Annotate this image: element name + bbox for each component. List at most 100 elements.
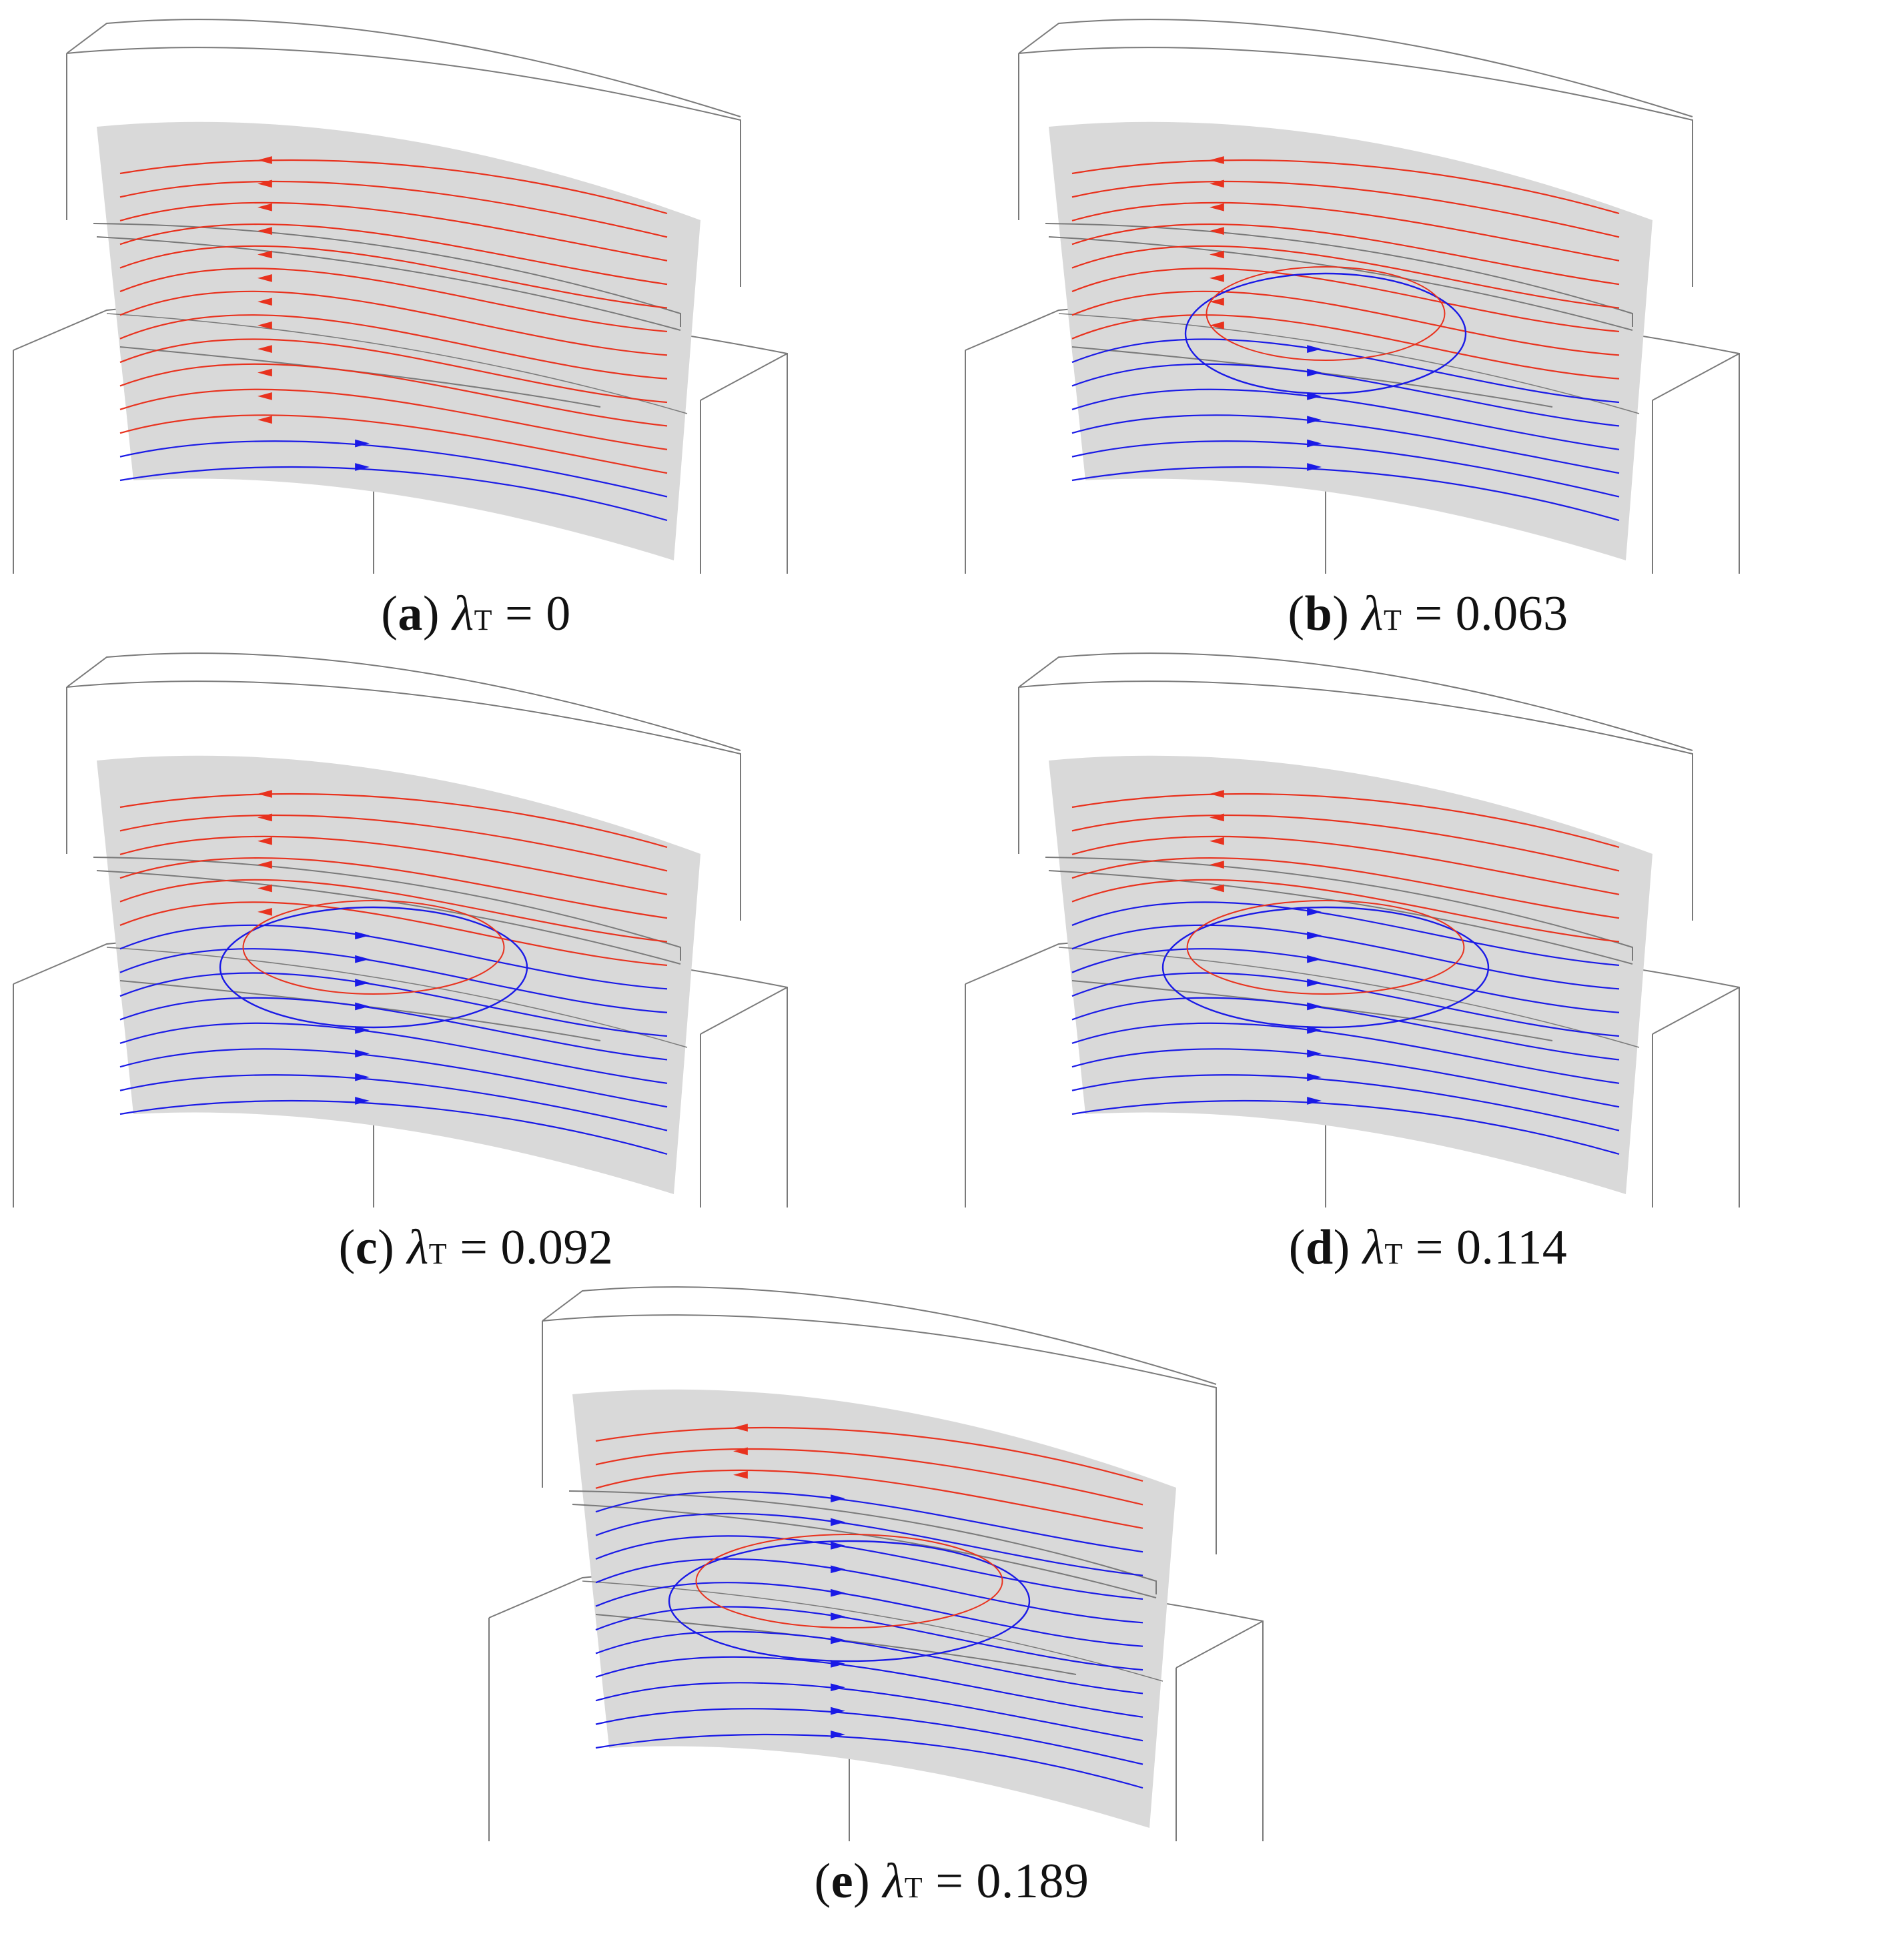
streamline-arrow [355, 439, 370, 448]
caption-value: 0.114 [1456, 1220, 1568, 1275]
equals-sign: = [460, 1220, 488, 1275]
lambda-symbol: λ [452, 586, 474, 641]
upstream-streamline [119, 338, 668, 404]
casing-outline [66, 19, 741, 287]
streamline-arrow [1307, 1049, 1322, 1058]
clearance-outline [582, 1580, 1163, 1682]
streamline-arrow [258, 884, 272, 893]
downstream-streamline [1071, 901, 1620, 967]
lambda-symbol: λ [407, 1220, 429, 1275]
section-plane [1049, 755, 1652, 1194]
streamline-arrow [355, 1002, 370, 1011]
seal-gap-outline [1045, 223, 1633, 408]
lambda-subscript: T [1384, 1238, 1403, 1270]
panel-c: (c) λT = 0.092 [0, 634, 952, 1301]
streamline-arrow [831, 1494, 845, 1503]
vortex-loop [1186, 900, 1465, 995]
downstream-streamline [119, 972, 668, 1037]
upstream-streamline [1071, 223, 1620, 286]
downstream-streamline [1071, 948, 1620, 1013]
downstream-streamline [595, 1582, 1143, 1647]
streamline-arrow [258, 250, 272, 259]
vortex-loop [242, 900, 505, 995]
equals-sign: = [505, 586, 534, 641]
streamline-arrow [831, 1542, 845, 1550]
streamline-arrow [1210, 274, 1224, 282]
downstream-streamline [595, 1708, 1143, 1765]
streamline-arrow [1210, 861, 1224, 869]
lambda-subscript: T [1383, 604, 1402, 636]
upstream-streamline [119, 201, 668, 262]
seal-gap-outline [568, 1490, 1157, 1675]
seal-gap-outline [93, 223, 681, 408]
caption-value: 0 [546, 586, 571, 641]
streamline-arrow [1307, 439, 1322, 448]
clearance-outline [1058, 947, 1640, 1048]
streamline-arrow [1210, 790, 1224, 798]
upstream-streamline [119, 268, 668, 333]
streamline-arrow [258, 321, 272, 330]
vortex-loop [1206, 266, 1446, 361]
streamline-arrow [733, 1470, 748, 1479]
streamline-arrow [1210, 250, 1224, 259]
upstream-streamline [1071, 245, 1620, 309]
upstream-streamline [1071, 268, 1620, 333]
streamline-arrow [733, 1447, 748, 1456]
streamline-arrow [1307, 345, 1322, 353]
downstream-streamline [1071, 388, 1620, 450]
downstream-streamline [1071, 466, 1620, 522]
upstream-streamline [1071, 814, 1620, 872]
streamline-arrow [831, 1612, 845, 1620]
lambda-symbol: λ [1362, 586, 1384, 641]
streamline-arrow [1307, 1073, 1322, 1081]
downstream-streamline [119, 1099, 668, 1155]
equals-sign: = [1414, 586, 1443, 641]
streamline-arrow [1307, 416, 1322, 424]
streamline-arrow [258, 392, 272, 400]
streamline-arrow [258, 790, 272, 798]
panel-d: (d) λT = 0.114 [952, 634, 1904, 1301]
clearance-outline [106, 947, 688, 1048]
downstream-streamline [119, 924, 668, 990]
streamline-arrow [1307, 368, 1322, 377]
downstream-streamline [595, 1656, 1143, 1718]
upstream-streamline [119, 901, 668, 967]
upstream-streamline [1071, 201, 1620, 262]
clearance-outline [106, 313, 688, 414]
streamline-arrow [1307, 1097, 1322, 1105]
seal-gap-outline [1045, 857, 1633, 1041]
upstream-streamline [119, 414, 668, 474]
streamline-arrow [258, 298, 272, 306]
streamline-arrow [831, 1731, 845, 1739]
streamline-arrow [258, 227, 272, 235]
caption-letter: a [398, 586, 423, 641]
lambda-symbol: λ [1362, 1220, 1385, 1275]
caption-letter: c [355, 1220, 378, 1275]
vortex-loop [1161, 906, 1490, 1029]
streamline-arrow [258, 203, 272, 211]
flow-diagram-a [13, 19, 788, 574]
downstream-streamline [1071, 363, 1620, 427]
streamline-arrow [258, 368, 272, 377]
casing-outline [542, 1286, 1217, 1554]
streamline-arrow [258, 179, 272, 188]
caption-a: (a) λT = 0 [381, 586, 571, 641]
flow-diagram-d [965, 652, 1740, 1207]
downstream-streamline [1071, 338, 1620, 404]
streamline-arrow [831, 1518, 845, 1526]
streamline-arrow [258, 274, 272, 282]
upstream-streamline [119, 290, 668, 356]
upstream-streamline [119, 835, 668, 895]
downstream-streamline [1071, 1022, 1620, 1084]
caption-letter: e [831, 1854, 854, 1909]
upstream-streamline [1071, 857, 1620, 919]
streamline-arrow [355, 979, 370, 987]
streamline-arrow [1210, 321, 1224, 330]
equals-sign: = [935, 1854, 964, 1909]
streamline-arrow [258, 908, 272, 916]
streamline-arrow [1307, 908, 1322, 916]
casing-outline [1018, 19, 1693, 287]
downstream-streamline [1071, 997, 1620, 1061]
section-plane [97, 121, 700, 560]
equals-sign: = [1415, 1220, 1444, 1275]
